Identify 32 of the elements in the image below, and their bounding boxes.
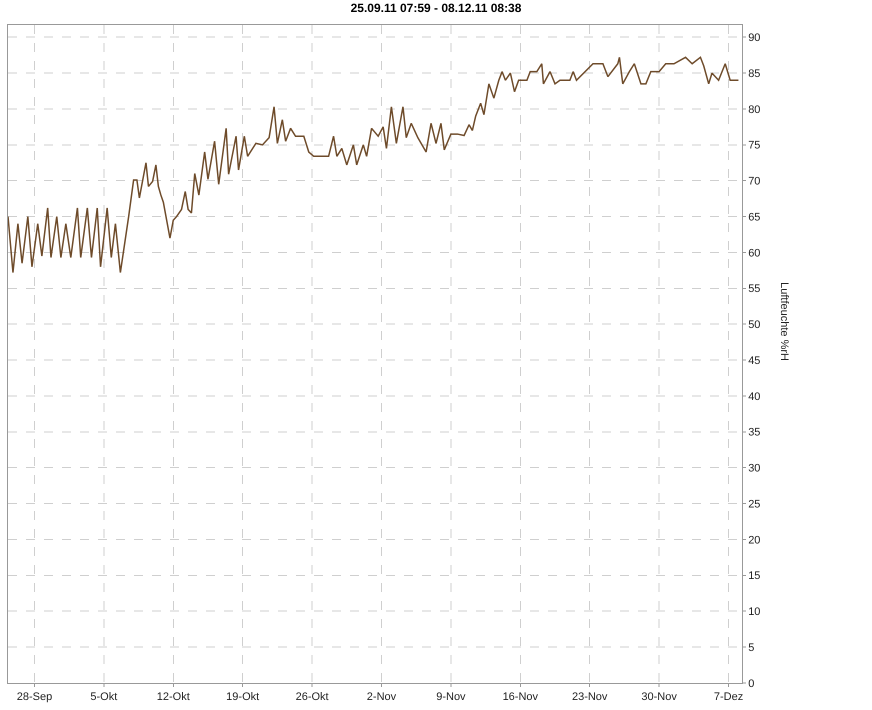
- y-tick-label: 70: [748, 176, 760, 188]
- y-tick-label: 50: [748, 319, 760, 332]
- y-tick-label: 60: [748, 247, 760, 260]
- y-tick-label: 5: [748, 642, 754, 654]
- y-tick-label: 15: [748, 570, 760, 582]
- y-tick-label: 35: [748, 426, 760, 439]
- y-tick-label: 25: [748, 498, 760, 510]
- y-tick-label: 20: [748, 534, 760, 546]
- y-tick-label: 90: [748, 32, 760, 44]
- y-tick-label: 40: [748, 390, 760, 403]
- y-tick-label: 55: [748, 283, 760, 296]
- y-tick-label: 65: [748, 211, 760, 224]
- x-tick-label: 12-Okt: [156, 691, 190, 704]
- x-tick-label: 9-Nov: [436, 691, 466, 704]
- y-tick-label: 0: [748, 678, 754, 690]
- y-tick-label: 85: [748, 68, 760, 80]
- x-tick-label: 26-Okt: [296, 691, 329, 704]
- y-tick-label: 30: [748, 462, 760, 475]
- x-tick-label: 28-Sep: [16, 691, 52, 704]
- x-tick-label: 19-Okt: [226, 691, 260, 704]
- x-tick-label: 7-Dez: [714, 691, 744, 704]
- y-tick-label: 10: [748, 606, 760, 618]
- y-axis-title: Luftfeuchte %rH: [778, 282, 790, 362]
- x-tick-label: 23-Nov: [572, 691, 608, 704]
- x-tick-label: 16-Nov: [502, 691, 539, 704]
- chart-title: 25.09.11 07:59 - 08.12.11 08:38: [350, 0, 522, 15]
- x-tick-label: 5-Okt: [90, 691, 118, 704]
- y-tick-label: 75: [748, 140, 760, 152]
- x-tick-label: 30-Nov: [641, 691, 678, 704]
- x-tick-label: 2-Nov: [366, 691, 397, 704]
- y-tick-label: 80: [748, 104, 760, 116]
- y-tick-label: 45: [748, 354, 760, 367]
